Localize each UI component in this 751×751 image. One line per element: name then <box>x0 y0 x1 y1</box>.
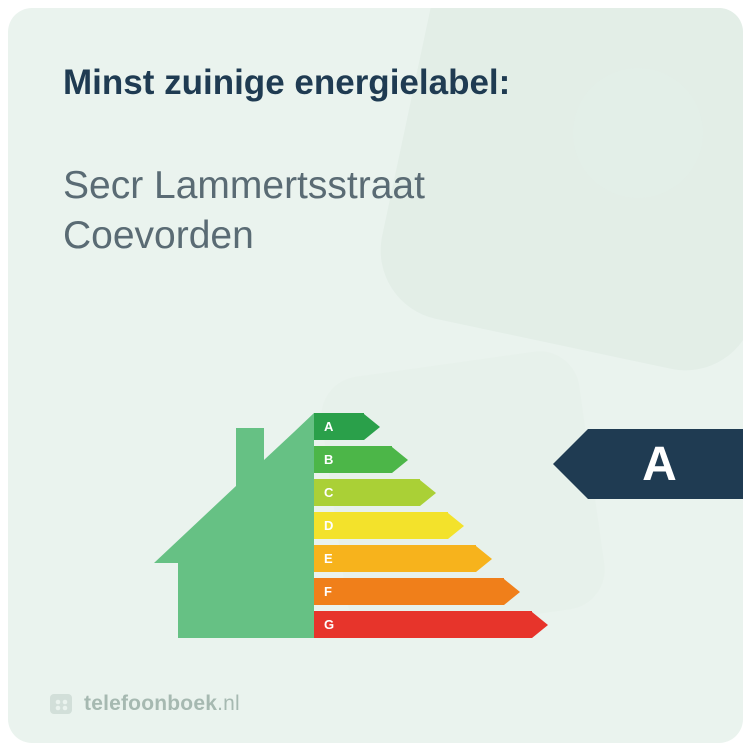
energy-bar-label: F <box>314 578 504 605</box>
energy-bar: G <box>314 611 548 638</box>
energy-bar: B <box>314 446 548 473</box>
footer-brand-bold: telefoonboek <box>84 692 217 715</box>
badge-label: A <box>588 429 743 499</box>
energy-bar: E <box>314 545 548 572</box>
energy-bar-arrow <box>532 612 548 638</box>
energy-bar-label: G <box>314 611 532 638</box>
energy-label-card: Minst zuinige energielabel: Secr Lammert… <box>8 8 743 743</box>
energy-bar: C <box>314 479 548 506</box>
house-icon <box>144 413 314 638</box>
footer-brand: telefoonboek.nl <box>84 692 240 716</box>
energy-bar-arrow <box>476 546 492 572</box>
card-title: Minst zuinige energielabel: <box>63 63 693 103</box>
energy-bar-arrow <box>448 513 464 539</box>
subtitle-line1: Secr Lammertsstraat <box>63 164 425 207</box>
energy-bar-arrow <box>364 414 380 440</box>
subtitle-line2: Coevorden <box>63 214 254 257</box>
energy-bar-label: C <box>314 479 420 506</box>
energy-chart: ABCDEFG <box>144 408 574 638</box>
energy-bar-label: A <box>314 413 364 440</box>
energy-bar-arrow <box>504 579 520 605</box>
energy-bar: F <box>314 578 548 605</box>
footer-brand-suffix: .nl <box>217 692 240 715</box>
energy-bar-label: D <box>314 512 448 539</box>
energy-bar-label: E <box>314 545 476 572</box>
energy-bar: A <box>314 413 548 440</box>
energy-bars: ABCDEFG <box>314 413 548 638</box>
badge-arrow <box>553 429 588 499</box>
card-subtitle: Secr Lammertsstraat Coevorden <box>63 161 693 261</box>
result-badge: A <box>553 429 743 499</box>
energy-bar-arrow <box>392 447 408 473</box>
energy-bar-arrow <box>420 480 436 506</box>
phonebook-icon <box>48 691 74 717</box>
energy-bar-label: B <box>314 446 392 473</box>
energy-bar: D <box>314 512 548 539</box>
footer: telefoonboek.nl <box>48 691 240 717</box>
